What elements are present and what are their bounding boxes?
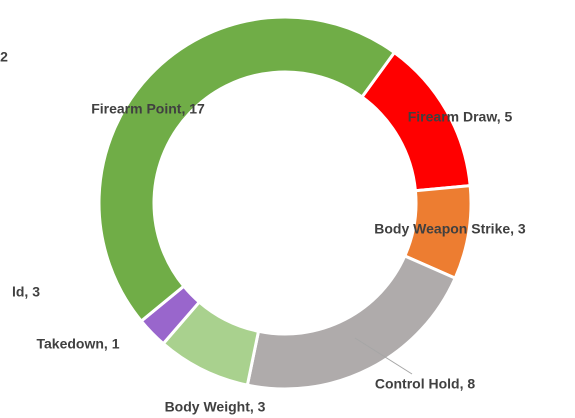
data-label: Body Weight, 3 [165, 399, 266, 415]
leader-line [354, 337, 413, 375]
data-label: Control Hold, 8 [375, 376, 476, 392]
clipped-label: ld, 3 [12, 284, 40, 300]
data-label: Body Weapon Strike, 3 [374, 221, 526, 237]
clipped-label: 2 [0, 49, 8, 65]
data-label: Takedown, 1 [37, 336, 120, 352]
data-label: Firearm Draw, 5 [408, 109, 513, 125]
donut-segment [97, 15, 397, 324]
donut-segment [245, 253, 458, 391]
data-label: Firearm Point, 17 [91, 101, 205, 117]
